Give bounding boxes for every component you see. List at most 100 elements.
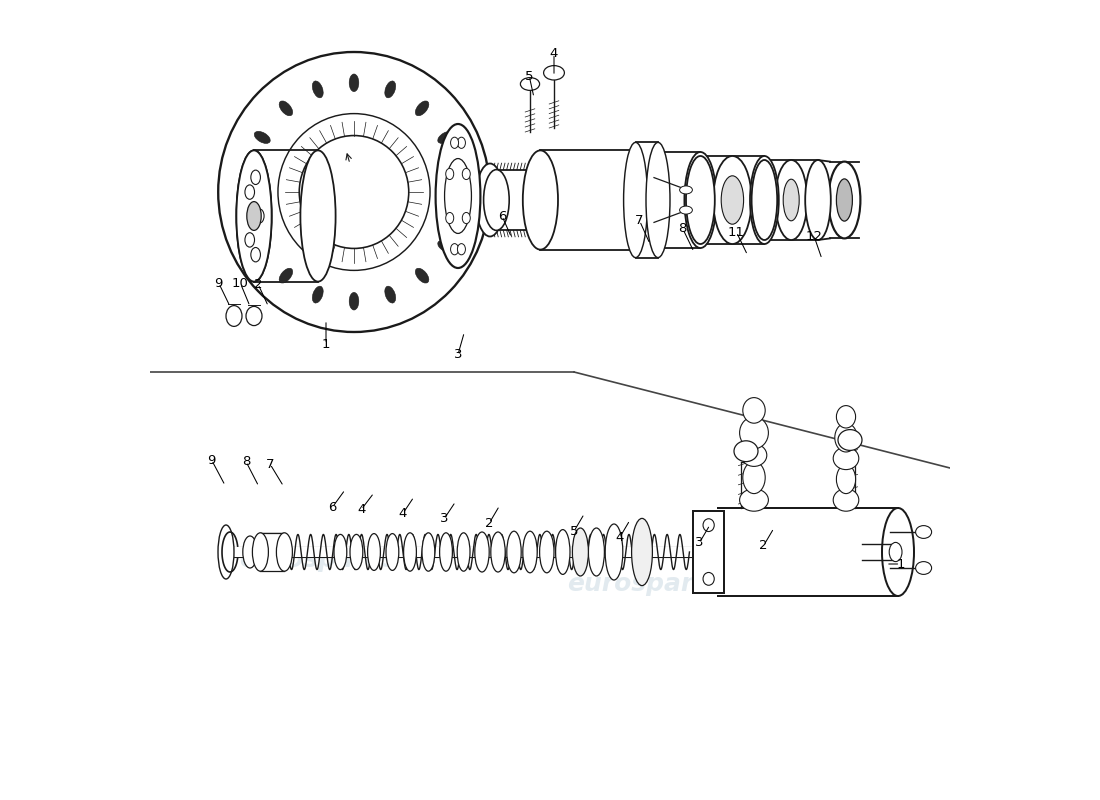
Ellipse shape <box>416 268 429 283</box>
Ellipse shape <box>520 78 540 90</box>
FancyBboxPatch shape <box>658 152 701 248</box>
Text: 4: 4 <box>398 507 407 520</box>
Ellipse shape <box>680 186 692 194</box>
Ellipse shape <box>836 465 856 494</box>
Ellipse shape <box>252 533 268 571</box>
Ellipse shape <box>450 206 468 216</box>
Ellipse shape <box>741 444 767 466</box>
Text: 3: 3 <box>695 536 704 549</box>
Ellipse shape <box>703 573 714 586</box>
Ellipse shape <box>446 213 453 224</box>
Ellipse shape <box>686 156 715 244</box>
Ellipse shape <box>451 137 459 148</box>
FancyBboxPatch shape <box>222 547 693 557</box>
Ellipse shape <box>836 179 852 221</box>
Text: 12: 12 <box>805 230 823 242</box>
Ellipse shape <box>385 81 396 98</box>
Ellipse shape <box>246 202 261 230</box>
Text: eurospares: eurospares <box>566 572 725 596</box>
Ellipse shape <box>276 533 293 571</box>
Ellipse shape <box>703 518 714 531</box>
Ellipse shape <box>458 137 465 148</box>
Ellipse shape <box>556 530 570 574</box>
Ellipse shape <box>805 160 830 240</box>
Ellipse shape <box>436 124 481 268</box>
Ellipse shape <box>475 532 490 572</box>
Text: 11: 11 <box>728 226 745 238</box>
Ellipse shape <box>462 213 471 224</box>
Ellipse shape <box>458 533 470 571</box>
Ellipse shape <box>742 398 766 423</box>
Ellipse shape <box>734 441 758 462</box>
Ellipse shape <box>254 131 271 143</box>
Text: 2: 2 <box>485 517 494 530</box>
Ellipse shape <box>450 168 468 178</box>
Ellipse shape <box>522 150 558 250</box>
Ellipse shape <box>243 536 257 568</box>
Text: 1: 1 <box>896 558 904 570</box>
FancyBboxPatch shape <box>718 508 898 596</box>
Ellipse shape <box>751 160 778 240</box>
Ellipse shape <box>254 209 264 223</box>
Ellipse shape <box>312 81 323 98</box>
Ellipse shape <box>543 66 564 80</box>
Ellipse shape <box>350 534 363 570</box>
Text: 9: 9 <box>214 277 223 290</box>
Text: 5: 5 <box>570 525 579 538</box>
Ellipse shape <box>484 170 509 230</box>
Ellipse shape <box>835 423 857 452</box>
Ellipse shape <box>739 417 769 449</box>
Ellipse shape <box>334 534 346 570</box>
Ellipse shape <box>386 534 399 570</box>
Text: 4: 4 <box>550 47 558 60</box>
Text: 8: 8 <box>679 222 688 235</box>
Ellipse shape <box>828 162 860 238</box>
Ellipse shape <box>889 542 902 562</box>
Ellipse shape <box>625 150 660 250</box>
Ellipse shape <box>684 152 716 248</box>
Text: 1: 1 <box>321 338 330 350</box>
Text: 7: 7 <box>266 458 274 470</box>
Text: 9: 9 <box>208 454 216 466</box>
Ellipse shape <box>444 158 472 234</box>
Ellipse shape <box>236 150 272 282</box>
Ellipse shape <box>750 156 779 244</box>
Ellipse shape <box>422 533 435 571</box>
Ellipse shape <box>438 241 453 253</box>
Ellipse shape <box>475 163 505 237</box>
Ellipse shape <box>218 52 490 332</box>
FancyBboxPatch shape <box>540 150 642 250</box>
Text: eurospares: eurospares <box>551 204 710 228</box>
Ellipse shape <box>713 156 751 244</box>
Ellipse shape <box>451 244 459 255</box>
Ellipse shape <box>241 168 258 178</box>
Ellipse shape <box>742 462 766 494</box>
Ellipse shape <box>882 508 914 596</box>
FancyBboxPatch shape <box>693 511 724 593</box>
Ellipse shape <box>438 131 453 143</box>
Text: 2: 2 <box>254 278 262 290</box>
Text: 6: 6 <box>498 210 506 222</box>
Ellipse shape <box>838 430 862 450</box>
FancyBboxPatch shape <box>764 160 818 240</box>
Ellipse shape <box>245 185 254 199</box>
Text: 3: 3 <box>453 348 462 361</box>
Ellipse shape <box>722 176 744 224</box>
Ellipse shape <box>251 170 261 185</box>
Ellipse shape <box>300 150 336 282</box>
Ellipse shape <box>458 244 465 255</box>
Ellipse shape <box>404 533 417 571</box>
Ellipse shape <box>522 531 537 573</box>
Ellipse shape <box>572 528 588 576</box>
Ellipse shape <box>588 528 604 576</box>
Ellipse shape <box>833 489 859 511</box>
Ellipse shape <box>416 101 429 116</box>
Text: eurospares: eurospares <box>239 548 397 572</box>
Ellipse shape <box>246 306 262 326</box>
Ellipse shape <box>605 524 623 580</box>
Text: 8: 8 <box>242 455 250 468</box>
Text: 4: 4 <box>615 531 624 544</box>
Ellipse shape <box>507 531 521 573</box>
Ellipse shape <box>915 562 932 574</box>
Ellipse shape <box>833 447 859 470</box>
